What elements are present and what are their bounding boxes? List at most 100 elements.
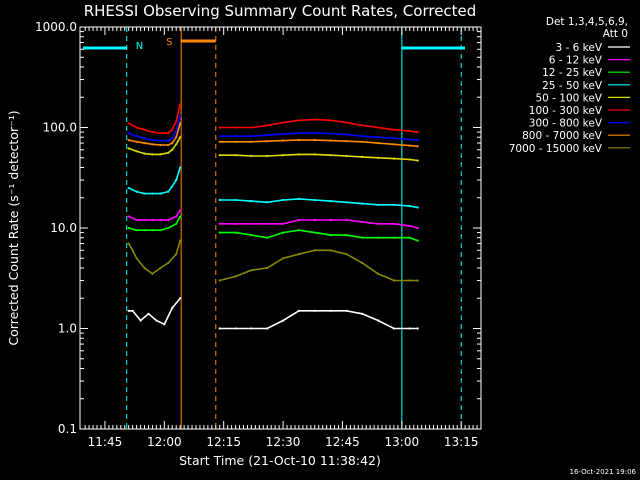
data-point <box>167 139 170 142</box>
data-point <box>218 154 221 157</box>
data-point <box>250 200 253 203</box>
data-point <box>361 155 364 158</box>
data-point <box>377 236 380 239</box>
data-point <box>218 231 221 234</box>
data-point <box>408 144 411 147</box>
data-point <box>345 234 348 237</box>
data-point <box>143 218 146 222</box>
data-point <box>361 220 364 223</box>
data-point <box>218 126 221 129</box>
data-point <box>234 222 237 225</box>
data-point <box>127 226 130 230</box>
legend-label: 800 - 7000 keV <box>522 130 603 142</box>
saa-label: S <box>166 37 172 48</box>
data-point <box>361 140 364 143</box>
data-point <box>127 132 130 135</box>
data-point <box>408 130 411 133</box>
data-point <box>151 131 154 134</box>
x-tick-label: 12:00 <box>147 435 182 449</box>
data-point <box>131 249 134 252</box>
data-point <box>159 218 162 222</box>
generation-timestamp: 16-Oct-2021 19:06 <box>570 468 637 476</box>
data-point <box>297 139 300 142</box>
series-line <box>219 198 418 209</box>
data-point <box>250 222 253 225</box>
legend-label: 12 - 25 keV <box>542 67 603 79</box>
data-point <box>167 151 170 154</box>
y-tick-label: 100.0 <box>43 121 77 135</box>
data-point <box>179 166 182 169</box>
data-point <box>234 154 237 157</box>
data-point <box>218 135 221 138</box>
data-point <box>392 203 395 206</box>
data-point <box>218 222 221 225</box>
data-point <box>179 215 182 218</box>
data-point <box>135 257 138 260</box>
series-line <box>219 309 418 330</box>
data-point <box>377 203 380 206</box>
x-tick-label: 12:30 <box>266 435 301 449</box>
data-point <box>163 323 166 326</box>
series-line <box>219 132 418 141</box>
data-point <box>345 133 348 136</box>
data-point <box>171 137 174 140</box>
x-axis-label: Start Time (21-Oct-10 11:38:42) <box>179 453 381 468</box>
data-point <box>377 319 380 322</box>
data-point <box>250 154 253 158</box>
data-point <box>266 154 269 158</box>
data-point <box>179 239 182 242</box>
data-point <box>151 192 154 195</box>
data-point <box>151 153 154 156</box>
y-tick-label: 1.0 <box>58 322 77 336</box>
data-point <box>392 137 395 140</box>
data-point <box>167 143 170 147</box>
data-point <box>266 222 269 225</box>
data-point <box>345 218 348 222</box>
data-point <box>297 119 300 122</box>
data-point <box>313 218 316 222</box>
data-point <box>392 279 395 282</box>
y-tick-label: 1000.0 <box>35 20 77 34</box>
data-point <box>159 192 162 195</box>
data-point <box>361 202 364 205</box>
data-point <box>313 132 316 135</box>
data-point <box>408 327 411 330</box>
data-point <box>416 206 419 209</box>
data-point <box>171 185 174 188</box>
data-point <box>313 198 316 202</box>
data-point <box>218 327 221 330</box>
data-point <box>266 327 269 330</box>
data-point <box>250 126 253 129</box>
data-point <box>167 132 170 135</box>
data-point <box>377 272 380 275</box>
data-point <box>218 140 221 143</box>
y-tick-label: 10.0 <box>50 221 77 235</box>
data-point <box>218 279 221 282</box>
data-point <box>377 156 380 159</box>
series-line <box>219 139 418 148</box>
data-point <box>151 143 154 146</box>
data-point <box>392 236 395 239</box>
data-point <box>282 198 285 202</box>
data-point <box>135 126 138 129</box>
data-point <box>159 139 162 142</box>
night-label: N <box>136 41 143 52</box>
data-point <box>329 234 332 237</box>
series-line <box>128 297 181 326</box>
data-point <box>282 231 285 234</box>
data-point <box>297 153 300 156</box>
data-point <box>151 218 154 222</box>
data-point <box>329 132 332 135</box>
data-point <box>135 135 138 138</box>
data-point <box>131 309 134 312</box>
data-point <box>329 309 332 312</box>
data-point <box>250 234 253 237</box>
series-line <box>219 219 418 229</box>
data-point <box>171 142 174 145</box>
data-point <box>313 153 316 156</box>
x-tick-label: 13:15 <box>444 435 479 449</box>
data-point <box>392 327 395 330</box>
data-point <box>416 279 419 282</box>
data-point <box>179 209 182 212</box>
